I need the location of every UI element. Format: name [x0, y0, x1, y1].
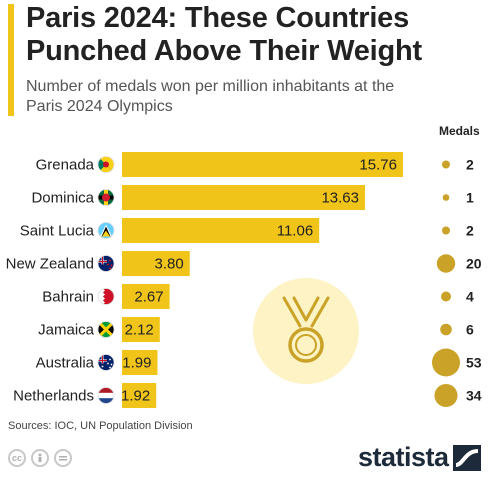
medal-bubble-dominica [442, 194, 450, 201]
category-label-dominica: Dominica [31, 190, 94, 207]
medal-count-dominica: 1 [466, 190, 474, 206]
category-label-saint-lucia: Saint Lucia [20, 223, 95, 240]
flag-saint-lucia-icon [98, 222, 114, 239]
category-label-grenada: Grenada [36, 157, 95, 174]
medal-bubble-saint-lucia [441, 226, 451, 235]
flag-dominica-icon [98, 189, 114, 206]
medal-count-grenada: 2 [466, 157, 474, 173]
category-label-netherlands: Netherlands [13, 388, 94, 405]
medal-count-bahrain: 4 [466, 289, 474, 305]
bar-jamaica [122, 317, 160, 342]
by-icon[interactable] [31, 449, 49, 467]
flag-jamaica-icon [98, 321, 114, 338]
medal-bubble-bahrain [440, 291, 452, 302]
value-label-saint-lucia: 11.06 [277, 223, 313, 240]
medals-column-heading: Medals [439, 124, 480, 138]
bar-australia [122, 350, 158, 375]
category-label-new-zealand: New Zealand [6, 256, 94, 273]
bar-netherlands [122, 383, 157, 408]
value-label-jamaica: 2.12 [125, 322, 154, 339]
flag-new-zealand-icon [98, 255, 114, 272]
medal-count-jamaica: 6 [466, 322, 474, 338]
medal-bubble-netherlands [434, 383, 458, 408]
value-label-bahrain: 2.67 [134, 289, 163, 306]
value-label-dominica: 13.63 [321, 190, 359, 207]
nd-icon[interactable] [54, 449, 72, 467]
medal-count-saint-lucia: 2 [466, 223, 474, 239]
value-label-grenada: 15.76 [359, 157, 397, 174]
accent-bar [8, 4, 14, 116]
medals-per-million-chart: Grenada 15.76 2 Dominica 13.63 1 Saint Lucia 11… [6, 152, 482, 408]
medal-bubble-australia [432, 348, 460, 377]
bar-saint-lucia [122, 218, 320, 243]
medal-count-netherlands: 34 [466, 388, 482, 404]
medal-bubble-grenada [441, 160, 451, 169]
subtitle: Number of medals won per million inhabit… [26, 78, 395, 115]
medal-bubble-new-zealand [436, 254, 456, 273]
statista-logo[interactable]: statista [358, 442, 481, 473]
flag-grenada-icon [98, 156, 114, 173]
medal-count-new-zealand: 20 [466, 256, 482, 272]
medal-bubble-jamaica [440, 323, 452, 336]
bar-dominica [122, 185, 366, 210]
category-label-jamaica: Jamaica [38, 322, 95, 339]
flag-bahrain-icon [98, 288, 114, 305]
value-label-new-zealand: 3.80 [155, 256, 184, 273]
bar-bahrain [122, 284, 170, 309]
value-label-netherlands: 1.92 [121, 388, 150, 405]
bar-grenada [122, 152, 403, 177]
sources-note: Sources: IOC, UN Population Division [8, 420, 193, 432]
category-label-bahrain: Bahrain [42, 289, 94, 306]
license-icons: cc [8, 449, 72, 467]
cc-icon[interactable]: cc [8, 449, 26, 467]
page-title: Paris 2024: These Countries Punched Abov… [26, 2, 422, 67]
statista-logo-icon [452, 444, 481, 471]
medal-icon [253, 278, 359, 384]
value-label-australia: 1.99 [122, 355, 151, 372]
medal-count-australia: 53 [466, 355, 482, 371]
category-label-australia: Australia [36, 355, 95, 372]
flag-netherlands-icon [98, 387, 114, 404]
bar-new-zealand [122, 251, 190, 276]
flag-australia-icon [98, 354, 114, 371]
